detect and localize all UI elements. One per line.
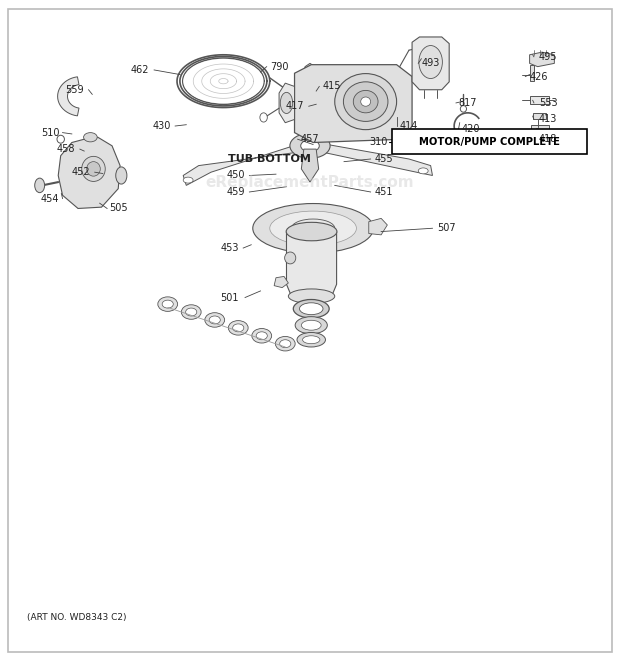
Bar [529, 65, 534, 81]
Text: 455: 455 [375, 154, 394, 164]
Text: 507: 507 [437, 223, 456, 233]
Ellipse shape [116, 167, 127, 184]
Text: 418: 418 [539, 134, 557, 144]
Ellipse shape [57, 136, 64, 143]
Ellipse shape [181, 305, 201, 319]
Text: (ART NO. WD8343 C2): (ART NO. WD8343 C2) [27, 613, 126, 622]
Text: 426: 426 [529, 71, 548, 81]
Ellipse shape [280, 340, 291, 348]
Text: 505: 505 [109, 204, 128, 214]
Text: TUB BOTTOM: TUB BOTTOM [228, 154, 311, 164]
Ellipse shape [35, 178, 45, 192]
Ellipse shape [253, 204, 373, 253]
Ellipse shape [183, 177, 193, 183]
Text: 415: 415 [322, 81, 341, 91]
Ellipse shape [280, 93, 293, 114]
Text: 454: 454 [41, 194, 60, 204]
Polygon shape [316, 143, 433, 175]
Text: 451: 451 [375, 187, 394, 197]
Ellipse shape [290, 134, 330, 159]
Ellipse shape [361, 97, 371, 106]
Ellipse shape [158, 297, 177, 311]
Ellipse shape [297, 332, 326, 347]
Ellipse shape [252, 329, 272, 343]
Ellipse shape [301, 321, 321, 330]
Ellipse shape [335, 73, 397, 130]
Text: 501: 501 [220, 293, 239, 303]
Text: eReplacementParts.com: eReplacementParts.com [206, 175, 414, 190]
Ellipse shape [419, 46, 443, 79]
Text: 430: 430 [153, 121, 171, 131]
Ellipse shape [534, 129, 541, 134]
Text: 510: 510 [41, 128, 60, 137]
Text: 559: 559 [66, 85, 84, 95]
Ellipse shape [299, 303, 323, 315]
Text: 553: 553 [539, 98, 557, 108]
Text: 493: 493 [422, 58, 440, 68]
Polygon shape [300, 63, 320, 143]
Text: 452: 452 [72, 167, 91, 177]
Polygon shape [301, 149, 319, 182]
Text: 790: 790 [270, 61, 288, 71]
Polygon shape [412, 37, 449, 90]
Ellipse shape [185, 308, 197, 316]
Ellipse shape [343, 82, 388, 122]
Ellipse shape [293, 299, 329, 318]
Polygon shape [183, 143, 304, 185]
Ellipse shape [285, 252, 296, 264]
Text: 420: 420 [461, 124, 480, 134]
Ellipse shape [288, 289, 335, 303]
Ellipse shape [275, 336, 295, 351]
Text: 453: 453 [220, 243, 239, 253]
Ellipse shape [301, 140, 319, 152]
Ellipse shape [205, 313, 224, 327]
FancyBboxPatch shape [392, 130, 587, 154]
Bar [533, 113, 546, 120]
Ellipse shape [418, 168, 428, 174]
Text: 450: 450 [226, 171, 245, 180]
Ellipse shape [260, 113, 267, 122]
Text: 417: 417 [285, 101, 304, 111]
Ellipse shape [295, 317, 327, 334]
Text: 413: 413 [539, 114, 557, 124]
Polygon shape [529, 52, 554, 67]
Ellipse shape [303, 336, 320, 344]
Text: 458: 458 [56, 144, 75, 154]
Text: MOTOR/PUMP COMPLETE: MOTOR/PUMP COMPLETE [419, 137, 560, 147]
Text: 457: 457 [301, 134, 319, 144]
Ellipse shape [291, 219, 335, 237]
Ellipse shape [460, 106, 466, 112]
Polygon shape [286, 231, 337, 296]
Bar [529, 97, 549, 104]
Ellipse shape [162, 300, 173, 308]
Ellipse shape [302, 256, 314, 264]
Ellipse shape [183, 59, 264, 104]
Polygon shape [369, 218, 388, 235]
Ellipse shape [256, 332, 267, 340]
Ellipse shape [232, 324, 244, 332]
Text: 414: 414 [400, 121, 418, 131]
Text: 310: 310 [369, 137, 388, 147]
Ellipse shape [228, 321, 248, 335]
Ellipse shape [82, 157, 105, 181]
Polygon shape [274, 276, 288, 288]
Ellipse shape [87, 162, 100, 176]
Text: 459: 459 [226, 187, 245, 197]
Polygon shape [294, 65, 412, 143]
Text: 462: 462 [131, 65, 149, 75]
Polygon shape [58, 137, 120, 208]
Ellipse shape [286, 222, 337, 241]
Ellipse shape [270, 211, 356, 245]
Bar [531, 126, 549, 137]
Ellipse shape [84, 133, 97, 142]
Ellipse shape [209, 316, 220, 324]
Ellipse shape [353, 91, 378, 113]
Polygon shape [279, 83, 294, 123]
Text: 817: 817 [458, 98, 477, 108]
Text: 495: 495 [539, 52, 557, 61]
Polygon shape [58, 77, 79, 116]
